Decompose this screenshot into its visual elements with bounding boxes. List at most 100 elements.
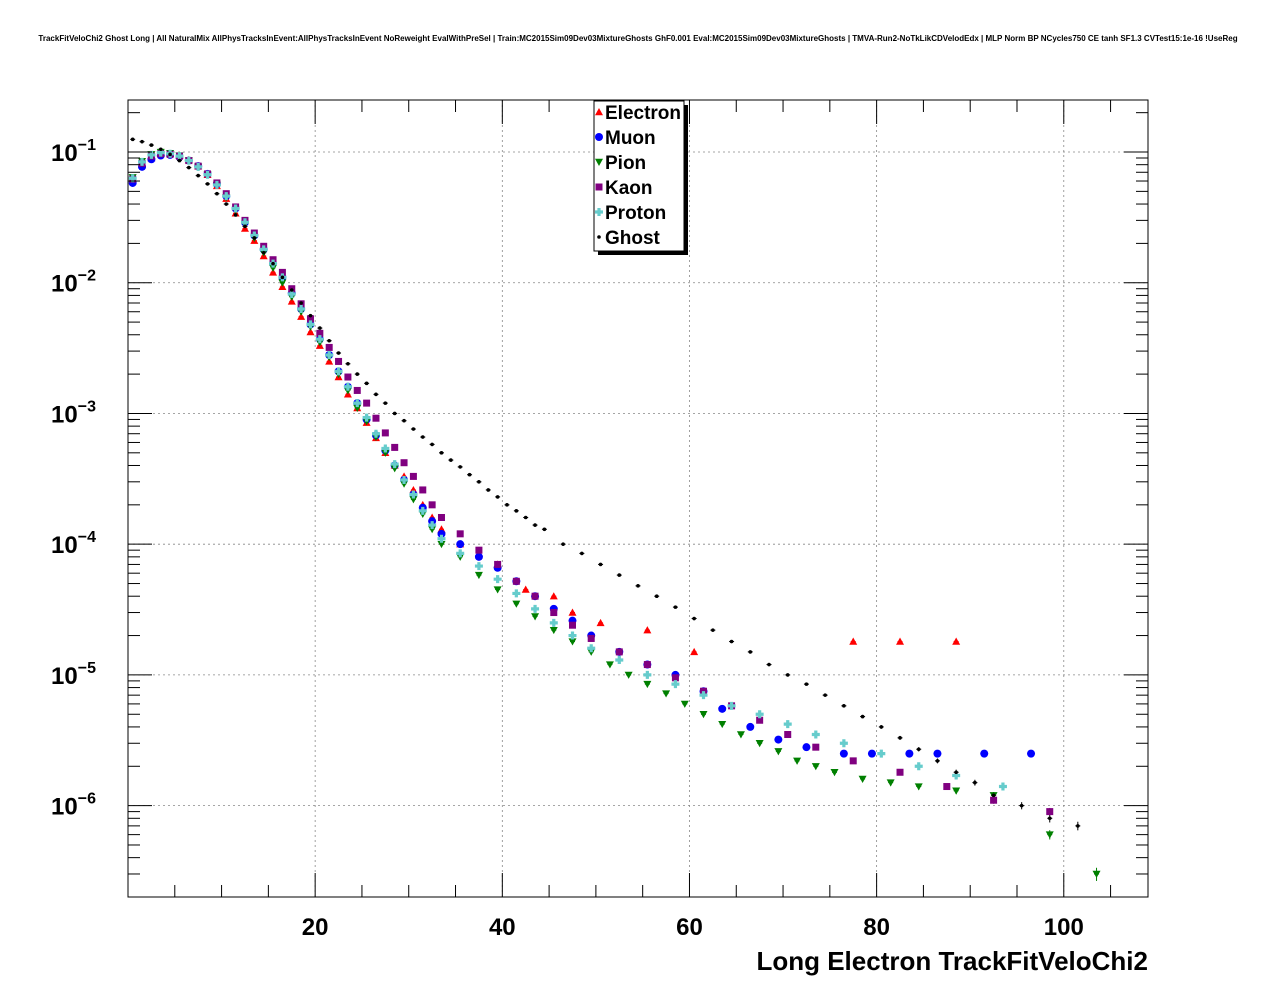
data-point-pion [512,600,521,608]
data-point-proton [783,720,792,729]
data-point-proton [418,506,427,515]
data-point-pion [736,731,745,739]
data-point-pion [886,779,895,787]
data-point-proton [325,351,334,360]
data-point-kaon [494,560,502,568]
data-point-ghost [617,573,622,577]
data-point-ghost [804,682,809,686]
data-point-pion [353,404,362,413]
data-point-muon [933,749,942,758]
data-point-ghost [346,361,350,366]
data-point-ghost [449,458,453,462]
data-point-proton [138,157,147,166]
data-point-ghost [785,673,790,677]
data-point-proton [568,631,577,640]
data-point-kaon [849,757,857,765]
data-point-muon [839,749,848,758]
data-point-pion [858,775,867,783]
legend-marker-kaon [595,183,603,191]
x-tick-label: 80 [863,914,890,941]
data-point-ghost [495,495,500,499]
data-point-proton [437,534,446,543]
data-point-ghost [1047,816,1052,821]
legend-marker-ghost [597,235,601,239]
data-point-pion [699,711,708,719]
data-point-ghost [692,616,696,621]
data-point-ghost [898,736,902,740]
data-point-kaon [400,459,408,467]
data-point-electron [690,647,699,656]
data-point-pion [269,264,278,272]
data-point-kaon [550,609,558,617]
data-point-ghost [383,401,388,405]
legend-label-proton: Proton [605,203,666,224]
legend-label-electron: Electron [605,103,681,124]
data-point-proton [456,549,465,558]
data-point-ghost [140,139,144,144]
data-point-ghost [523,515,528,520]
data-point-pion [793,757,802,765]
data-point-pion [914,783,923,791]
x-tick-label: 100 [1044,914,1084,941]
data-point-ghost [187,165,191,170]
data-point-ghost [580,551,584,556]
data-point-muon [474,552,483,561]
data-point-kaon [428,501,436,509]
data-point-muon [746,722,755,731]
data-point-proton [998,782,1007,791]
data-point-electron [287,297,296,305]
data-point-ghost [224,202,229,206]
data-point-proton [755,710,764,719]
data-point-proton [203,170,212,179]
data-point-kaon [419,486,427,494]
data-point-kaon [325,343,333,351]
data-point-pion [1092,870,1101,878]
data-point-pion [774,748,783,756]
data-point-proton [287,290,296,299]
data-point-ghost [130,137,135,142]
data-point-proton [184,156,193,165]
y-tick-label: 10−4 [51,529,96,559]
data-point-proton [877,749,886,758]
data-point-ghost [252,236,257,240]
data-point-proton [222,192,231,201]
data-point-kaon [381,429,389,437]
data-point-proton [194,162,203,171]
data-point-kaon [671,674,679,682]
data-point-pion [362,418,371,426]
data-point-proton [615,656,624,665]
data-point-proton [128,174,137,183]
legend-label-pion: Pion [605,153,646,174]
legend-label-ghost: Ghost [605,228,661,249]
data-point-electron [952,637,961,645]
data-point-ghost [196,173,200,178]
data-point-ghost [842,704,846,708]
data-point-ghost [261,250,266,255]
data-point-ghost [177,158,182,163]
data-point-pion [830,769,839,777]
data-point-muon [905,749,914,758]
data-point-proton [381,444,390,453]
data-point-kaon [353,386,361,394]
data-point-pion [381,449,390,457]
data-point-proton [400,475,409,484]
data-point-muon [774,735,783,744]
data-point-proton [240,218,249,227]
y-tick-label: 10−6 [51,791,96,821]
data-point-ghost [561,542,565,546]
data-point-kaon [335,357,343,365]
data-point-kaon [278,268,286,276]
data-point-kaon [372,414,380,422]
data-point-ghost [935,759,940,763]
data-point-kaon [391,443,399,451]
data-point-proton [306,320,315,329]
data-point-ghost [767,662,771,667]
data-point-ghost [1019,803,1024,808]
data-point-ghost [364,381,369,386]
legend-marker-pion [595,158,603,166]
data-point-electron [521,585,530,593]
data-point-ghost [748,650,753,654]
data-point-ghost [654,594,659,599]
data-point-pion [278,279,287,287]
data-point-pion [409,496,418,504]
